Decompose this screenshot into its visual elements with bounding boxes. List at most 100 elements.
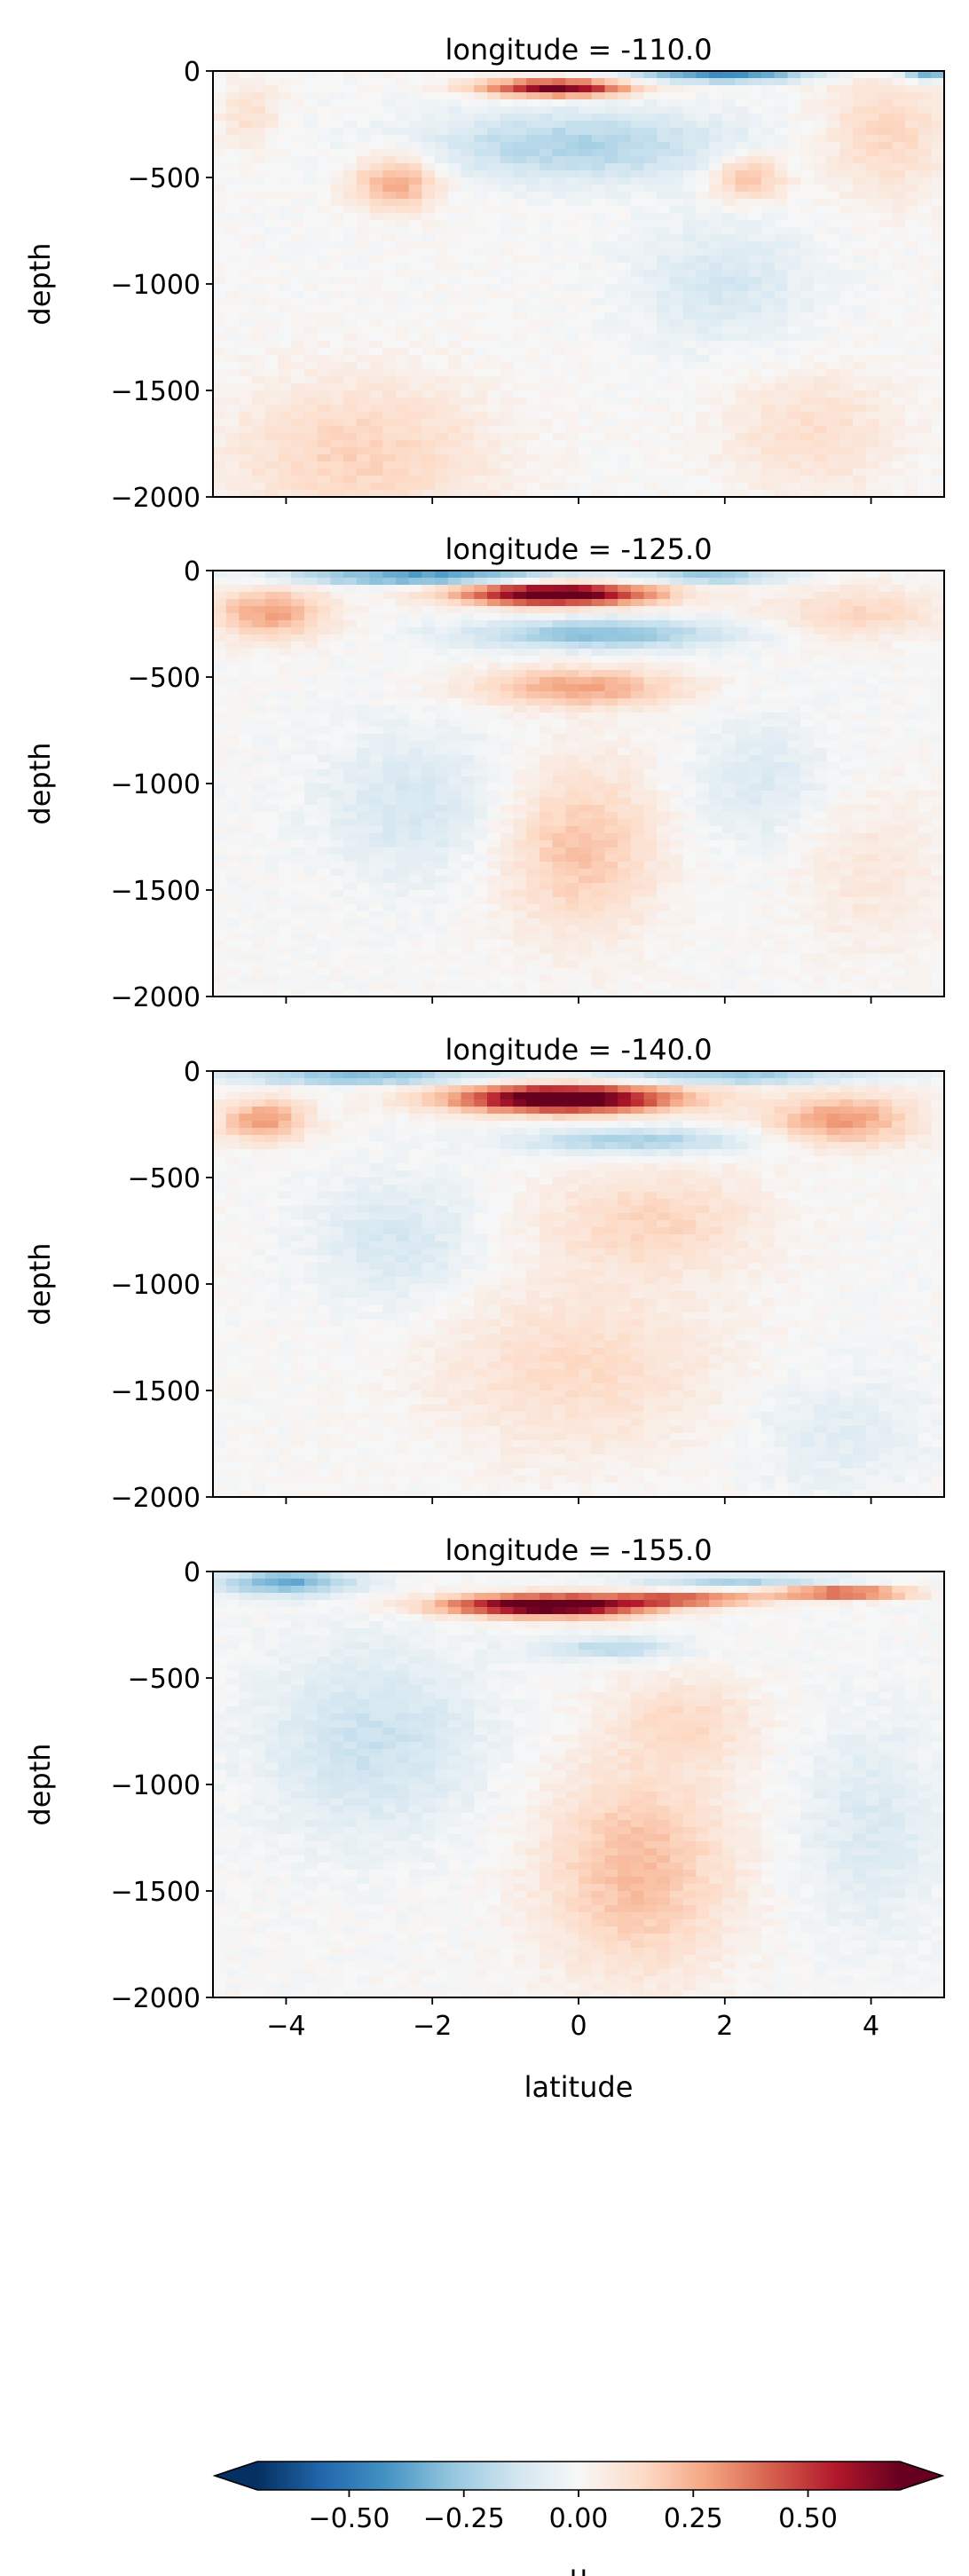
heatmap-cell	[421, 78, 436, 86]
heatmap-cell	[382, 620, 397, 628]
heatmap-cell	[721, 298, 737, 306]
heatmap-cell	[317, 911, 332, 919]
heatmap-cell	[565, 341, 579, 349]
heatmap-cell	[787, 206, 801, 214]
heatmap-cell	[225, 405, 240, 413]
heatmap-cell	[539, 199, 554, 207]
heatmap-cell	[278, 833, 292, 841]
heatmap-cell	[682, 142, 697, 150]
heatmap-cell	[369, 419, 383, 427]
heatmap-cell	[474, 469, 488, 477]
heatmap-cell	[526, 840, 540, 848]
heatmap-cell	[435, 163, 449, 171]
heatmap-cell	[330, 405, 344, 413]
heatmap-cell	[330, 433, 344, 441]
heatmap-cell	[800, 362, 815, 370]
heatmap-cell	[213, 355, 227, 363]
heatmap-cell	[513, 341, 527, 349]
heatmap-cell	[461, 78, 475, 86]
heatmap-cell	[552, 483, 566, 491]
heatmap-cell	[304, 677, 319, 685]
heatmap-cell	[918, 227, 932, 235]
heatmap-cell	[225, 762, 240, 770]
heatmap-cell	[447, 483, 462, 491]
heatmap-cell	[513, 291, 527, 299]
heatmap-cell	[356, 862, 371, 870]
heatmap-cell	[396, 684, 410, 692]
heatmap-cell	[526, 755, 540, 763]
heatmap-cell	[408, 348, 423, 356]
heatmap-cell	[461, 412, 475, 420]
heatmap-cell	[800, 405, 815, 413]
heatmap-cell	[343, 192, 358, 200]
heatmap-cell	[643, 298, 658, 306]
heatmap-cell	[709, 398, 723, 406]
heatmap-cell	[369, 677, 383, 685]
heatmap-cell	[787, 163, 801, 171]
heatmap-cell	[304, 376, 319, 384]
heatmap-cell	[500, 649, 515, 657]
heatmap-cell	[447, 234, 462, 242]
heatmap-cell	[213, 627, 227, 635]
heatmap-cell	[604, 149, 618, 157]
heatmap-cell	[264, 99, 280, 107]
heatmap-cell	[748, 270, 762, 278]
heatmap-cell	[435, 227, 449, 235]
heatmap-cell	[447, 476, 462, 484]
heatmap-cell	[709, 85, 723, 93]
heatmap-cell	[709, 256, 723, 264]
heatmap-cell	[421, 784, 436, 792]
heatmap-cell	[839, 490, 854, 498]
heatmap-cell	[565, 128, 579, 136]
heatmap-cell	[369, 634, 383, 642]
heatmap-cell	[552, 762, 566, 770]
heatmap-cell	[500, 642, 515, 650]
heatmap-cell	[421, 362, 436, 370]
heatmap-cell	[447, 270, 462, 278]
heatmap-cell	[239, 642, 253, 650]
heatmap-cell	[252, 904, 266, 912]
heatmap-cell	[356, 578, 371, 586]
heatmap-cell	[853, 163, 867, 171]
heatmap-cell	[591, 447, 606, 455]
heatmap-cell	[931, 319, 945, 327]
heatmap-cell	[447, 855, 462, 863]
heatmap-cell	[382, 426, 397, 434]
heatmap-cell	[264, 663, 280, 671]
heatmap-cell	[552, 213, 566, 221]
heatmap-cell	[892, 71, 906, 79]
heatmap-cell	[682, 426, 697, 434]
heatmap-cell	[552, 376, 566, 384]
heatmap-cell	[474, 149, 488, 157]
heatmap-cell	[447, 720, 462, 728]
heatmap-cell	[487, 383, 501, 391]
heatmap-cell	[421, 319, 436, 327]
heatmap-cell	[787, 220, 801, 228]
heatmap-cell	[670, 227, 684, 235]
heatmap-cell	[239, 741, 253, 749]
heatmap-cell	[317, 234, 332, 242]
heatmap-cell	[343, 114, 358, 122]
heatmap-cell	[487, 369, 501, 377]
heatmap-cell	[421, 705, 436, 713]
heatmap-cell	[774, 170, 789, 178]
heatmap-cell	[865, 426, 880, 434]
heatmap-cell	[696, 319, 710, 327]
heatmap-cell	[396, 185, 410, 193]
heatmap-cell	[630, 85, 645, 93]
heatmap-cell	[892, 355, 906, 363]
heatmap-cell	[317, 121, 332, 129]
heatmap-cell	[252, 741, 266, 749]
heatmap-cell	[800, 469, 815, 477]
heatmap-cell	[291, 784, 305, 792]
heatmap-cell	[865, 369, 880, 377]
heatmap-cell	[735, 327, 749, 335]
heatmap-cell	[539, 585, 554, 593]
heatmap-cell	[630, 327, 645, 335]
heatmap-cell	[474, 355, 488, 363]
heatmap-cell	[369, 461, 383, 469]
heatmap-cell	[500, 398, 515, 406]
heatmap-cell	[369, 469, 383, 477]
heatmap-cell	[826, 78, 840, 86]
heatmap-cell	[330, 277, 344, 285]
